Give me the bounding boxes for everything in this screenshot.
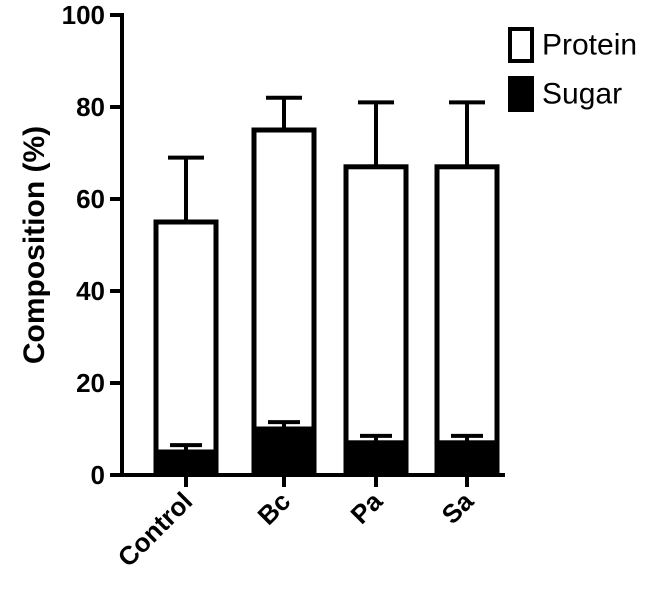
- x-tick-label: Pa: [345, 486, 389, 530]
- protein-bar: [251, 127, 317, 432]
- protein-legend-swatch: [508, 27, 534, 63]
- legend: Protein Sugar: [508, 27, 637, 112]
- sugar-bar: [153, 452, 219, 475]
- protein-bar: [153, 219, 219, 455]
- protein-bar: [434, 164, 500, 446]
- y-tick-label: 20: [76, 368, 105, 398]
- protein-legend-label: Protein: [542, 29, 637, 62]
- y-tick-label: 80: [76, 92, 105, 122]
- y-axis-title: Composition (%): [18, 126, 51, 364]
- sugar-bar: [434, 442, 500, 475]
- y-tick-label: 60: [76, 184, 105, 214]
- x-tick-label: Bc: [252, 486, 297, 531]
- sugar-legend-swatch: [508, 76, 534, 112]
- sugar-bar: [251, 429, 317, 475]
- x-tick-label: Sa: [436, 486, 480, 530]
- y-tick-label: 0: [91, 460, 105, 490]
- protein-bar: [343, 164, 409, 446]
- sugar-legend-label: Sugar: [542, 78, 622, 111]
- plot-area: Control Bc Pa Sa 0 20 40 60 80 100: [62, 0, 505, 573]
- y-tick-label: 100: [62, 0, 105, 30]
- x-tick-label: Control: [112, 486, 199, 573]
- y-tick-label: 40: [76, 276, 105, 306]
- sugar-bar: [343, 442, 409, 475]
